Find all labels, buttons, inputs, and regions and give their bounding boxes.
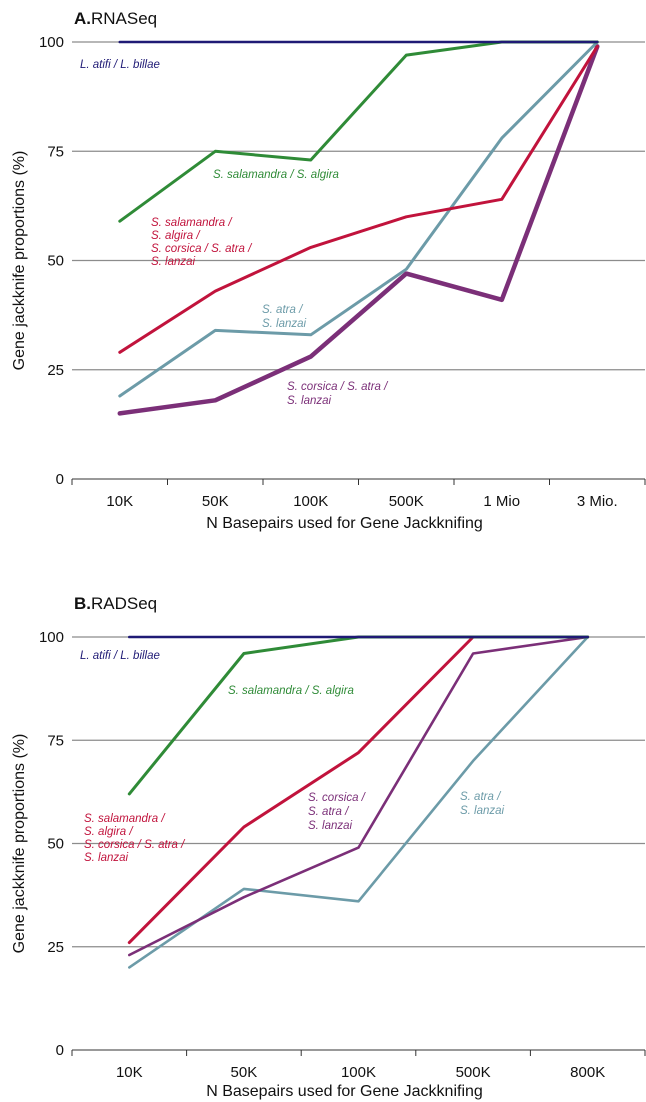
y-tick-label: 0 (56, 471, 64, 488)
x-tick-label: 50K (202, 493, 229, 510)
y-tick-label: 25 (47, 939, 64, 956)
x-tick-label: 50K (231, 1064, 258, 1081)
series-line (117, 44, 600, 416)
series-line (127, 635, 590, 945)
panel-title: B.RADSeq (74, 594, 157, 613)
x-tick-label: 500K (456, 1064, 491, 1081)
y-tick-label: 50 (47, 836, 64, 853)
panel-a-rnaseq: A.RNASeq 0 25 50 75 100 10K 50K 100K 500K 1 Mio 3 M… (11, 9, 646, 532)
annotation-line: S. atra / (262, 304, 304, 316)
series-line (118, 40, 599, 398)
annotation-line: S. atra / (308, 806, 350, 818)
annotation-line: S. salamandra / (151, 217, 233, 229)
annotation-line: S. salamandra / (84, 813, 166, 825)
x-tick-label: 100K (341, 1064, 376, 1081)
series-line (118, 44, 599, 354)
x-tick-label: 10K (106, 493, 133, 510)
series-annotation: S. salamandra / S. algira / S. corsica / S… (84, 813, 186, 864)
x-axis-label: N Basepairs used for Gene Jackknifing (206, 515, 483, 532)
annotation-line: S. algira / (84, 826, 134, 838)
series-annotation: L. atifi / L. billae (80, 650, 160, 662)
series-line (127, 635, 590, 796)
panel-title-text: RADSeq (91, 594, 157, 613)
series-annotation: S. corsica / S. atra / S. lanzai (287, 381, 389, 407)
annotation-line: S. corsica / (308, 792, 367, 804)
y-tick-label: 100 (39, 34, 64, 51)
x-tick-label: 100K (293, 493, 328, 510)
annotation-line: S. corsica / S. atra / (84, 839, 186, 851)
annotation-line: S. salamandra / S. algira (228, 685, 354, 697)
y-tick-label: 25 (47, 362, 64, 379)
series-annotation: S. salamandra / S. algira (228, 685, 354, 697)
x-tick-label: 800K (570, 1064, 605, 1081)
x-tick-label: 3 Mio. (577, 493, 618, 510)
y-axis-label: Gene jackknife proportions (%) (11, 734, 28, 954)
annotation-line: S. algira / (151, 230, 201, 242)
y-axis-label: Gene jackknife proportions (%) (11, 151, 28, 371)
series-annotation: S. atra / S. lanzai (460, 791, 505, 817)
annotation-line: S. lanzai (287, 395, 332, 407)
y-tick-label: 75 (47, 143, 64, 160)
annotation-line: S. lanzai (460, 805, 505, 817)
series-annotation: S. corsica / S. atra / S. lanzai (308, 792, 367, 832)
series-annotation: L. atifi / L. billae (80, 59, 160, 71)
annotation-line: L. atifi / L. billae (80, 650, 160, 662)
y-tick-label: 75 (47, 732, 64, 749)
annotation-line: S. corsica / S. atra / (151, 243, 253, 255)
x-axis-label: N Basepairs used for Gene Jackknifing (206, 1083, 483, 1100)
annotation-line: S. atra / (460, 791, 502, 803)
series-annotation: S. salamandra / S. algira (213, 169, 339, 181)
panel-label: B. (74, 594, 91, 613)
series-annotation: S. salamandra / S. algira / S. corsica / S… (151, 217, 253, 268)
panel-b-radseq: B.RADSeq 0 25 50 75 100 10K 50K 100K 500K 800K N Ba… (11, 594, 646, 1100)
annotation-line: S. lanzai (262, 318, 307, 330)
annotation-line: S. corsica / S. atra / (287, 381, 389, 393)
panel-title: A.RNASeq (74, 9, 157, 28)
x-tick-label: 1 Mio (483, 493, 520, 510)
panel-title-text: RNASeq (91, 9, 157, 28)
annotation-line: L. atifi / L. billae (80, 59, 160, 71)
y-tick-label: 0 (56, 1042, 64, 1059)
x-tick-label: 10K (116, 1064, 143, 1081)
annotation-line: S. lanzai (151, 256, 196, 268)
series-line (128, 635, 590, 957)
series-line (118, 40, 599, 223)
y-tick-label: 50 (47, 253, 64, 270)
x-tick-label: 500K (389, 493, 424, 510)
y-tick-label: 100 (39, 629, 64, 646)
annotation-line: S. salamandra / S. algira (213, 169, 339, 181)
annotation-line: S. lanzai (308, 820, 353, 832)
series-annotation: S. atra / S. lanzai (262, 304, 307, 330)
annotation-line: S. lanzai (84, 852, 129, 864)
panel-label: A. (74, 9, 91, 28)
